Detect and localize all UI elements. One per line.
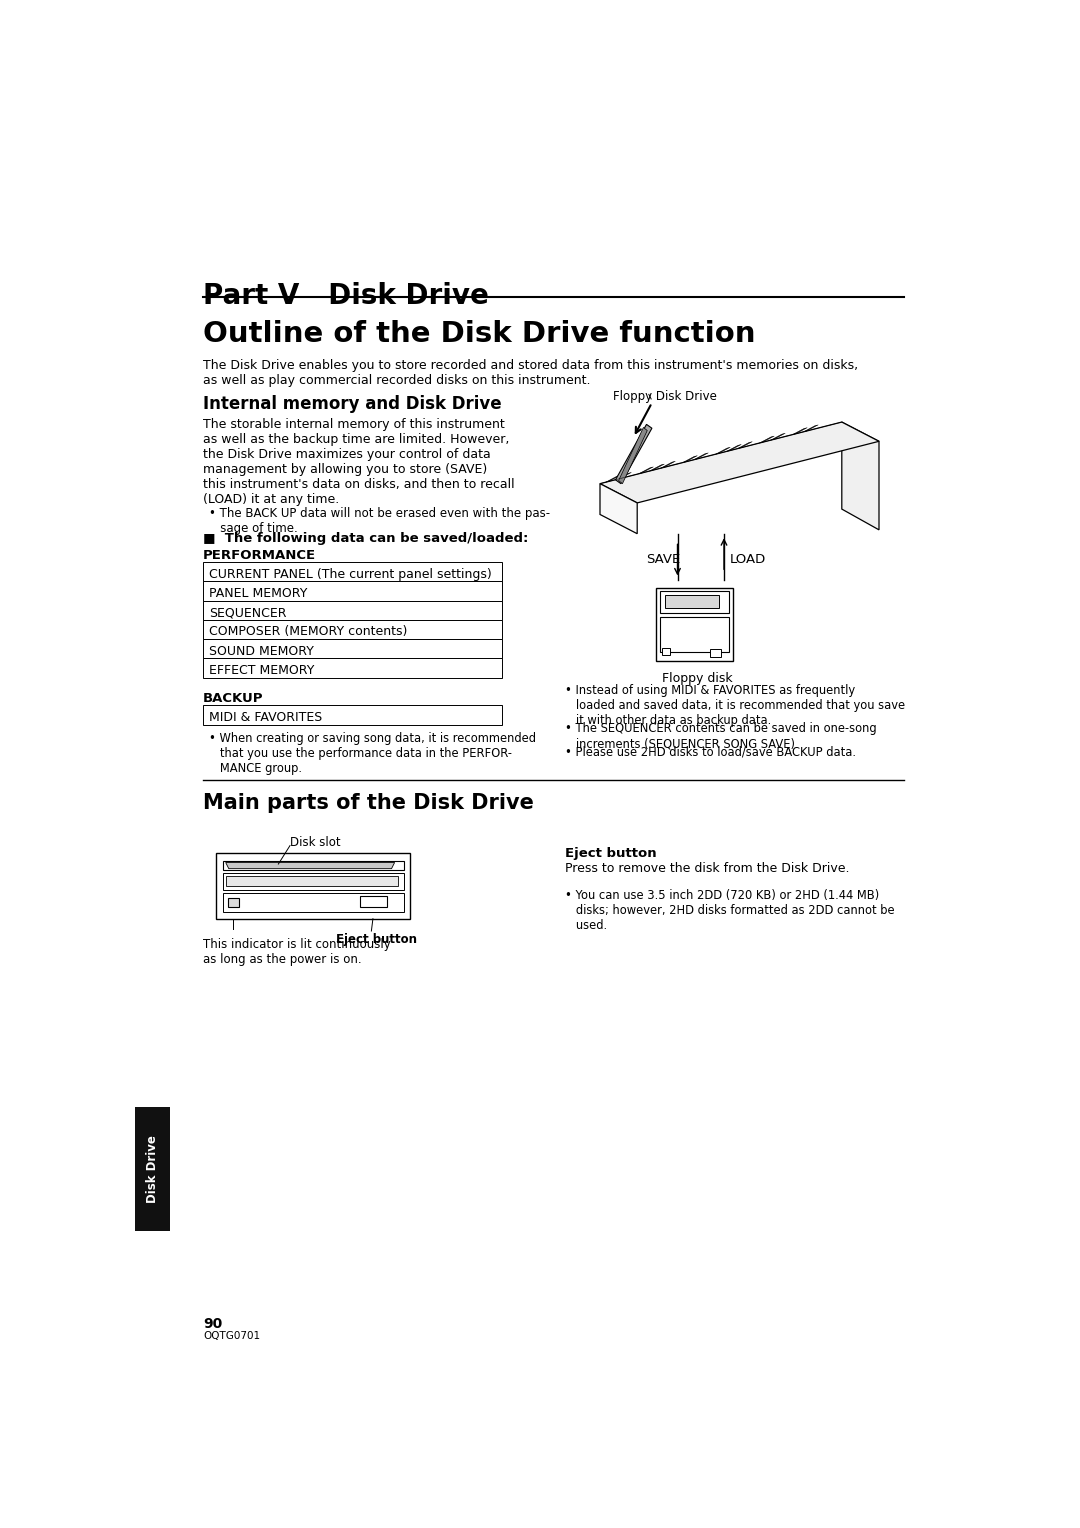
Text: BACKUP: BACKUP [203, 692, 264, 704]
Polygon shape [759, 435, 774, 443]
Bar [665, 594, 719, 608]
Bar [203, 659, 501, 678]
Text: OQTG0701: OQTG0701 [203, 1331, 260, 1340]
Text: • When creating or saving song data, it is recommended
   that you use the perfo: • When creating or saving song data, it … [210, 732, 537, 775]
Polygon shape [770, 434, 785, 440]
Bar [660, 591, 729, 613]
Text: SAVE: SAVE [647, 553, 680, 565]
Text: Internal memory and Disk Drive: Internal memory and Disk Drive [203, 396, 502, 413]
Text: Main parts of the Disk Drive: Main parts of the Disk Drive [203, 793, 535, 813]
Text: • Please use 2HD disks to load/save BACKUP data.: • Please use 2HD disks to load/save BACK… [565, 746, 856, 758]
Text: CURRENT PANEL (The current panel settings): CURRENT PANEL (The current panel setting… [210, 567, 492, 581]
Bar [222, 874, 404, 891]
Polygon shape [606, 475, 620, 483]
Bar [203, 582, 501, 601]
Text: SOUND MEMORY: SOUND MEMORY [210, 645, 314, 657]
Bar [660, 617, 729, 651]
Text: • The SEQUENCER contents can be saved in one-song
   increments (SEQUENCER SONG : • The SEQUENCER contents can be saved in… [565, 723, 877, 750]
Polygon shape [638, 468, 653, 474]
Bar [222, 860, 404, 871]
Text: Disk Drive: Disk Drive [146, 1135, 159, 1203]
Text: LOAD: LOAD [730, 553, 767, 565]
Polygon shape [793, 428, 807, 434]
Polygon shape [738, 442, 753, 449]
Polygon shape [715, 448, 730, 454]
Text: Floppy disk: Floppy disk [662, 671, 732, 685]
Text: PERFORMANCE: PERFORMANCE [203, 549, 316, 562]
Polygon shape [693, 452, 708, 460]
Text: Outline of the Disk Drive function: Outline of the Disk Drive function [203, 321, 756, 348]
Text: The storable internal memory of this instrument
as well as the backup time are l: The storable internal memory of this ins… [203, 419, 515, 506]
Polygon shape [804, 425, 819, 432]
Text: MIDI & FAVORITES: MIDI & FAVORITES [210, 711, 323, 724]
Text: ■  The following data can be saved/loaded:: ■ The following data can be saved/loaded… [203, 532, 528, 545]
Polygon shape [683, 455, 698, 463]
Bar [360, 897, 387, 908]
Bar [222, 894, 404, 912]
Bar [135, 1108, 170, 1230]
Polygon shape [661, 461, 675, 468]
Text: Floppy Disk Drive: Floppy Disk Drive [613, 390, 717, 403]
Bar [203, 639, 501, 659]
Text: COMPOSER (MEMORY contents): COMPOSER (MEMORY contents) [210, 625, 408, 639]
Polygon shape [841, 422, 879, 530]
Polygon shape [616, 425, 652, 484]
Bar [203, 601, 501, 620]
Text: 90: 90 [203, 1317, 222, 1331]
Text: • You can use 3.5 inch 2DD (720 KB) or 2HD (1.44 MB)
   disks; however, 2HD disk: • You can use 3.5 inch 2DD (720 KB) or 2… [565, 889, 894, 932]
Polygon shape [600, 422, 879, 503]
Polygon shape [727, 445, 741, 451]
Text: EFFECT MEMORY: EFFECT MEMORY [210, 663, 314, 677]
Bar [203, 706, 501, 724]
Text: Press to remove the disk from the Disk Drive.: Press to remove the disk from the Disk D… [565, 862, 850, 876]
Polygon shape [617, 472, 632, 480]
Bar [226, 876, 397, 886]
Bar [656, 588, 733, 660]
Text: Eject button: Eject button [565, 847, 657, 860]
Bar [216, 853, 410, 918]
Polygon shape [619, 428, 647, 484]
Polygon shape [649, 465, 664, 471]
Text: SEQUENCER: SEQUENCER [210, 607, 287, 619]
Bar [203, 562, 501, 582]
Text: The Disk Drive enables you to store recorded and stored data from this instrumen: The Disk Drive enables you to store reco… [203, 359, 859, 387]
Bar [203, 620, 501, 639]
Text: Eject button: Eject button [337, 932, 418, 946]
Bar [710, 649, 721, 657]
Text: • Instead of using MIDI & FAVORITES as frequently
   loaded and saved data, it i: • Instead of using MIDI & FAVORITES as f… [565, 685, 905, 727]
Polygon shape [600, 484, 637, 533]
Text: PANEL MEMORY: PANEL MEMORY [210, 587, 308, 601]
Text: • The BACK UP data will not be erased even with the pas-
   sage of time.: • The BACK UP data will not be erased ev… [210, 507, 551, 535]
Text: Disk slot: Disk slot [291, 836, 340, 850]
Text: This indicator is lit continuously
as long as the power is on.: This indicator is lit continuously as lo… [203, 938, 391, 966]
Bar [228, 898, 239, 908]
Text: Part V   Disk Drive: Part V Disk Drive [203, 283, 489, 310]
Polygon shape [226, 862, 394, 868]
Bar [662, 648, 670, 656]
